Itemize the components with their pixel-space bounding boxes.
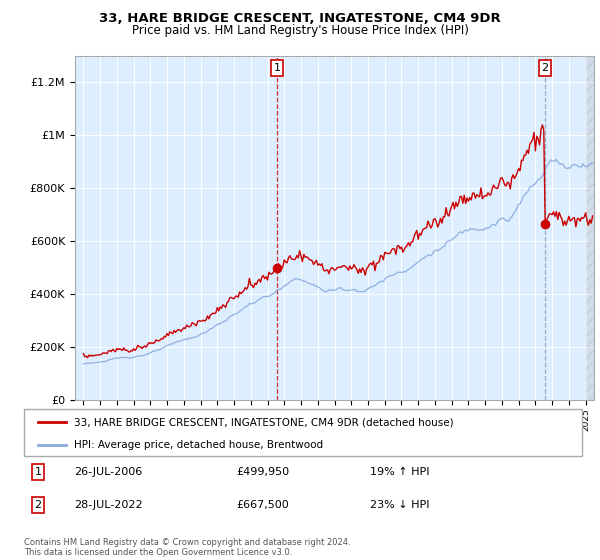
- Text: £499,950: £499,950: [236, 467, 289, 477]
- Text: 2: 2: [34, 500, 41, 510]
- Text: 28-JUL-2022: 28-JUL-2022: [74, 500, 143, 510]
- Text: 26-JUL-2006: 26-JUL-2006: [74, 467, 142, 477]
- Text: Price paid vs. HM Land Registry's House Price Index (HPI): Price paid vs. HM Land Registry's House …: [131, 24, 469, 36]
- Bar: [586, 56, 594, 400]
- Text: 1: 1: [34, 467, 41, 477]
- FancyBboxPatch shape: [24, 409, 582, 456]
- Text: HPI: Average price, detached house, Brentwood: HPI: Average price, detached house, Bren…: [74, 440, 323, 450]
- Text: 19% ↑ HPI: 19% ↑ HPI: [370, 467, 430, 477]
- Text: Contains HM Land Registry data © Crown copyright and database right 2024.
This d: Contains HM Land Registry data © Crown c…: [24, 538, 350, 557]
- Text: 33, HARE BRIDGE CRESCENT, INGATESTONE, CM4 9DR: 33, HARE BRIDGE CRESCENT, INGATESTONE, C…: [99, 12, 501, 25]
- Text: 33, HARE BRIDGE CRESCENT, INGATESTONE, CM4 9DR (detached house): 33, HARE BRIDGE CRESCENT, INGATESTONE, C…: [74, 417, 454, 427]
- Text: 1: 1: [274, 63, 281, 73]
- Text: 23% ↓ HPI: 23% ↓ HPI: [370, 500, 430, 510]
- Text: £667,500: £667,500: [236, 500, 289, 510]
- Text: 2: 2: [541, 63, 548, 73]
